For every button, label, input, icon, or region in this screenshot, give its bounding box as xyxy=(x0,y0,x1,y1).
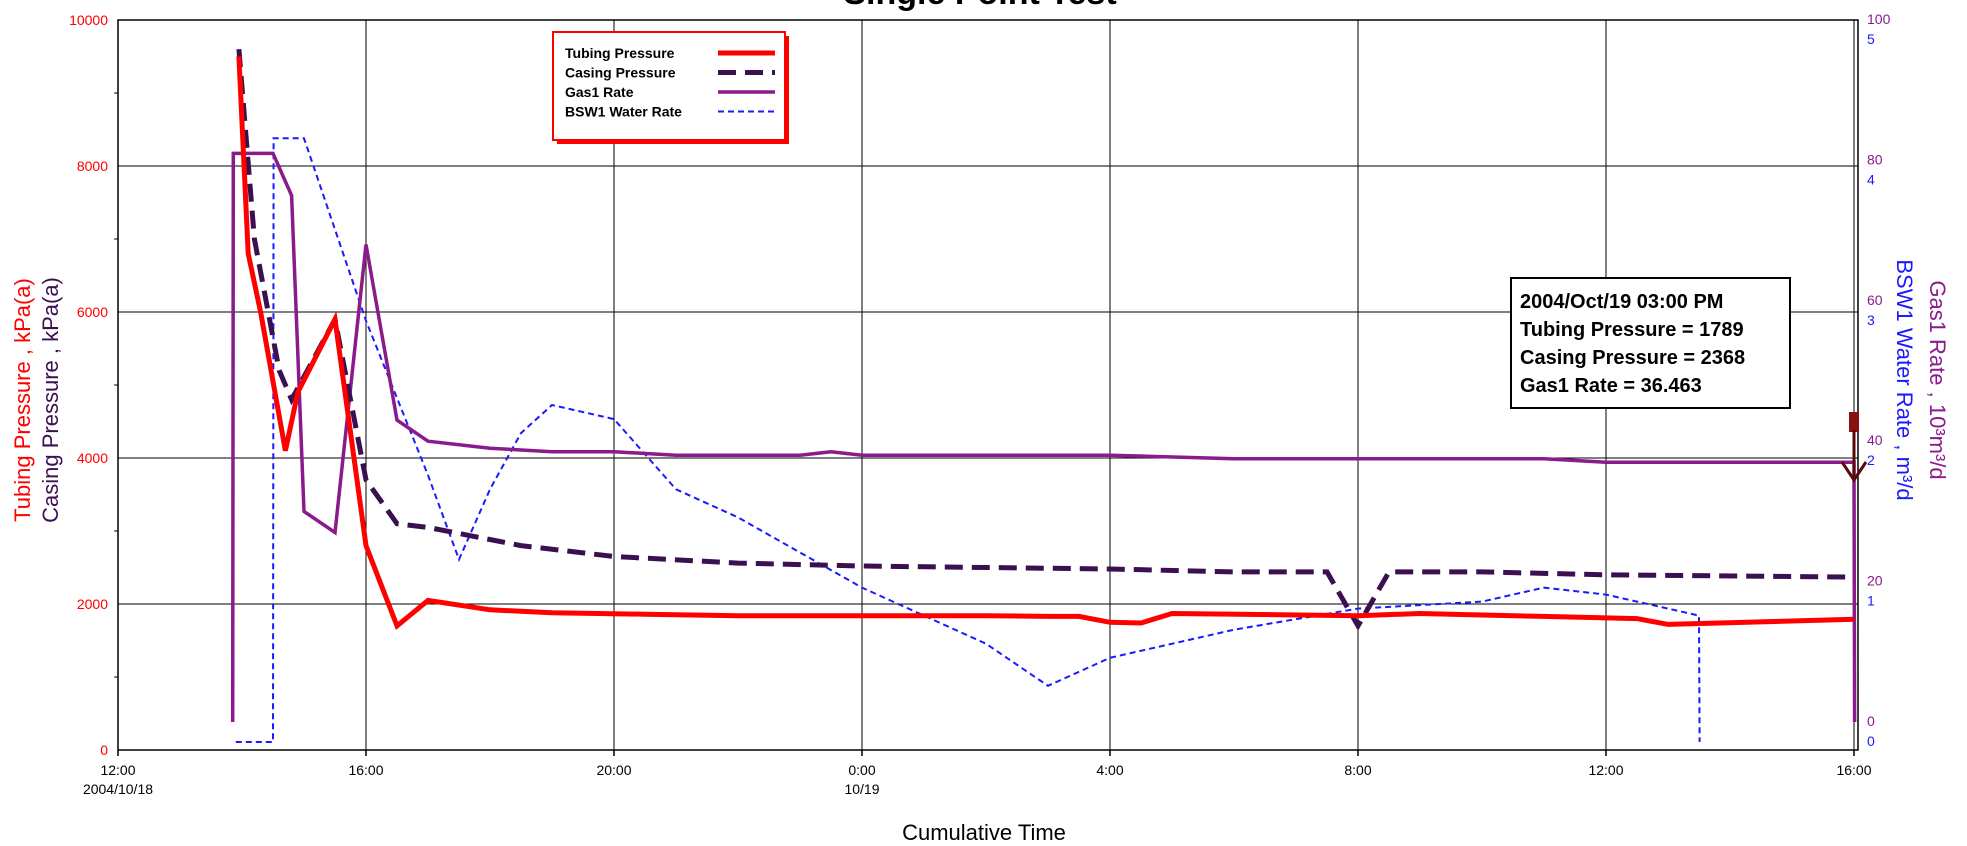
x-tick-label: 4:00 xyxy=(1096,762,1123,778)
right-water-tick-label: 4 xyxy=(1867,171,1875,187)
x-tick-label: 20:00 xyxy=(596,762,631,778)
cursor-marker-head xyxy=(1849,412,1859,432)
x-tick-label: 16:00 xyxy=(1836,762,1871,778)
x-tick-label: 12:00 xyxy=(100,762,135,778)
tooltip-line: Tubing Pressure = 1789 xyxy=(1520,319,1744,341)
left-axis-title-tubing: Tubing Pressure , kPa(a) xyxy=(10,278,35,522)
right-water-tick-label: 2 xyxy=(1867,452,1875,468)
chart-title: Single Point Test xyxy=(843,0,1116,12)
legend-label-bsw1-water-rate: BSW1 Water Rate xyxy=(565,104,682,120)
left-tick-label: 4000 xyxy=(77,450,108,466)
tooltip-line: Gas1 Rate = 36.463 xyxy=(1520,375,1702,397)
right-gas-tick-label: 40 xyxy=(1867,432,1883,448)
x-tick-label: 12:00 xyxy=(1588,762,1623,778)
left-tick-label: 2000 xyxy=(77,596,108,612)
left-axis-title-casing: Casing Pressure , kPa(a) xyxy=(38,277,63,523)
right-gas-tick-label: 80 xyxy=(1867,151,1883,167)
right-gas-tick-label: 100 xyxy=(1867,11,1891,27)
right-water-tick-label: 0 xyxy=(1867,733,1875,749)
left-tick-label: 6000 xyxy=(77,304,108,320)
x-tick-label: 0:00 xyxy=(848,762,875,778)
right-gas-tick-label: 0 xyxy=(1867,713,1875,729)
cursor-marker-arrowhead xyxy=(1840,461,1868,483)
right-water-tick-label: 1 xyxy=(1867,593,1875,609)
right-gas-tick-label: 60 xyxy=(1867,292,1883,308)
x-tick-label: 16:00 xyxy=(348,762,383,778)
x-tick-sublabel: 10/19 xyxy=(844,781,879,797)
right-water-tick-label: 3 xyxy=(1867,312,1875,328)
legend-label-gas1-rate: Gas1 Rate xyxy=(565,84,634,100)
series-line-bsw1-water-rate xyxy=(235,137,1701,743)
series-line-gas1-rate xyxy=(230,151,1857,723)
tooltip-line: 2004/Oct/19 03:00 PM xyxy=(1520,291,1723,313)
x-tick-sublabel: 2004/10/18 xyxy=(83,781,153,797)
right-gas-tick-label: 20 xyxy=(1867,573,1883,589)
tooltip-line: Casing Pressure = 2368 xyxy=(1520,347,1745,369)
left-tick-label: 10000 xyxy=(69,12,108,28)
legend-label-casing-pressure: Casing Pressure xyxy=(565,65,676,81)
right-axis-title-water: BSW1 Water Rate , m³/d xyxy=(1892,259,1917,500)
x-axis-title: Cumulative Time xyxy=(902,820,1066,845)
x-tick-label: 8:00 xyxy=(1344,762,1371,778)
left-tick-label: 0 xyxy=(100,742,108,758)
tooltip-box xyxy=(1510,277,1791,409)
right-axis-title-gas: Gas1 Rate , 10³m³/d xyxy=(1925,280,1950,479)
right-water-tick-label: 5 xyxy=(1867,31,1875,47)
legend-box xyxy=(552,31,786,141)
left-tick-label: 8000 xyxy=(77,158,108,174)
series-line-tubing-pressure xyxy=(236,56,1855,631)
legend-label-tubing-pressure: Tubing Pressure xyxy=(565,45,675,61)
